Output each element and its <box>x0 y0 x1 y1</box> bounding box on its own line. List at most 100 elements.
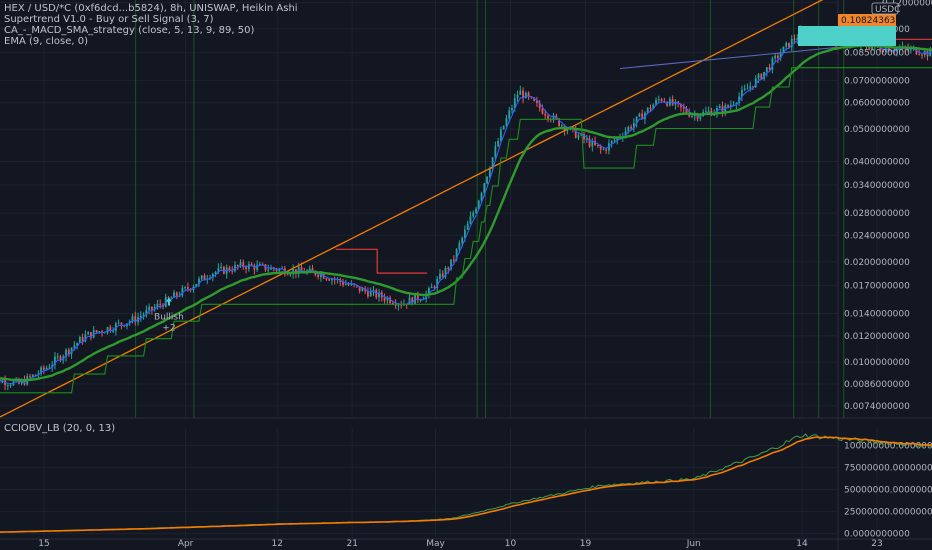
candle-body <box>225 267 228 274</box>
candle-body <box>544 113 547 116</box>
candle-body <box>256 264 259 270</box>
candle-body <box>278 268 281 271</box>
time-tick-label: 12 <box>272 539 283 549</box>
candle-body <box>167 297 170 299</box>
candle-body <box>367 291 369 297</box>
legend-title[interactable]: HEX / USD/*C (0xf6dcd...b5824), 8h, UNIS… <box>4 3 298 14</box>
candle-body <box>488 169 491 177</box>
candle-body <box>580 134 583 136</box>
price-tick-label: 0.0280000000 <box>844 209 910 219</box>
candle-body <box>73 345 76 348</box>
indicator-legend[interactable]: CCIOBV_LB (20, 0, 13) <box>4 423 116 434</box>
volume-tag <box>798 26 896 46</box>
candle-body <box>477 200 480 209</box>
candle-body <box>411 297 414 304</box>
candle-body <box>752 86 754 88</box>
candle-body <box>236 265 239 267</box>
candle-body <box>610 140 613 144</box>
candle-body <box>741 89 743 97</box>
legend-macd[interactable]: CA_-_MACD_SMA_strategy (close, 5, 13, 9,… <box>4 25 255 36</box>
candle-body <box>732 104 735 106</box>
candle-body <box>458 243 461 250</box>
candle-body <box>34 374 37 376</box>
candle-body <box>754 78 757 88</box>
indicator-tick-label: 75000000.0000000000 <box>844 464 932 474</box>
candle-body <box>513 98 516 108</box>
candle-body <box>65 349 67 357</box>
candle-body <box>602 149 605 151</box>
candle-body <box>439 273 441 279</box>
price-tick-label: 0.0140000000 <box>844 309 910 319</box>
candle-body <box>400 304 403 306</box>
candle-body <box>441 273 444 277</box>
candle-body <box>868 46 871 50</box>
candle-body <box>455 249 458 260</box>
candle-body <box>18 379 20 384</box>
candle-body <box>347 284 350 286</box>
candle-body <box>164 297 167 307</box>
price-tick-label: 0.0400000000 <box>844 157 910 167</box>
time-tick-label: Apr <box>178 539 194 549</box>
candle-body <box>674 101 677 105</box>
candle-body <box>153 307 156 310</box>
candle-body <box>574 128 577 138</box>
supertrend-line <box>0 67 932 394</box>
time-axis[interactable]: 15Apr1221May1019Jun1423Jul1221 <box>38 539 932 549</box>
time-tick-label: 14 <box>796 539 808 549</box>
candle-body <box>671 98 674 105</box>
time-tick-label: 21 <box>346 539 357 549</box>
candle-body <box>56 356 59 358</box>
candle-body <box>416 294 419 301</box>
candle-body <box>538 102 541 109</box>
candle-body <box>729 104 732 108</box>
candle-body <box>635 116 638 124</box>
candle-body <box>655 99 657 105</box>
overlays: Bullish+2 <box>0 0 932 418</box>
candle-body <box>45 367 48 370</box>
candle-body <box>231 270 234 272</box>
candle-body <box>461 237 464 244</box>
candle-body <box>516 94 519 99</box>
candle-body <box>150 306 153 310</box>
price-tick-label: 0.0086000000 <box>844 380 910 390</box>
candle-body <box>175 292 178 296</box>
candle-body <box>657 99 660 101</box>
candle-body <box>51 364 54 368</box>
candle-body <box>148 306 151 311</box>
indicator-tick-label: 0.0000000000 <box>844 530 910 540</box>
legend: HEX / USD/*C (0xf6dcd...b5824), 8h, UNIS… <box>4 3 298 47</box>
candle-body <box>42 367 45 370</box>
candle-body <box>211 273 214 278</box>
candle-body <box>500 129 502 142</box>
candle-body <box>552 115 555 121</box>
trendline <box>619 46 839 70</box>
candle-body <box>527 92 530 97</box>
candle-body <box>447 267 450 270</box>
candle-body <box>649 107 652 110</box>
candle-body <box>502 125 505 130</box>
candle-body <box>397 304 400 306</box>
candle-body <box>159 303 162 305</box>
candle-body <box>317 274 319 277</box>
candle-body <box>142 314 145 317</box>
candle-body <box>638 113 641 117</box>
candle-body <box>497 141 500 147</box>
legend-ema[interactable]: EMA (9, close, 0) <box>4 36 88 47</box>
candle-body <box>389 297 392 304</box>
candle-body <box>793 38 796 41</box>
candle-body <box>680 103 682 108</box>
legend-supertrend[interactable]: Supertrend V1.0 - Buy or Sell Signal (3,… <box>4 14 214 25</box>
bullish-label: Bullish <box>154 312 184 322</box>
candle-body <box>627 126 630 132</box>
candle-body <box>738 96 741 104</box>
candle-body <box>547 115 549 120</box>
candle-body <box>585 138 588 140</box>
time-tick-label: 15 <box>38 539 49 549</box>
bullish-arrow-icon <box>165 297 172 306</box>
candle-body <box>483 183 486 194</box>
candle-body <box>663 100 666 103</box>
candle-body <box>890 51 893 53</box>
sma-line <box>0 44 932 382</box>
